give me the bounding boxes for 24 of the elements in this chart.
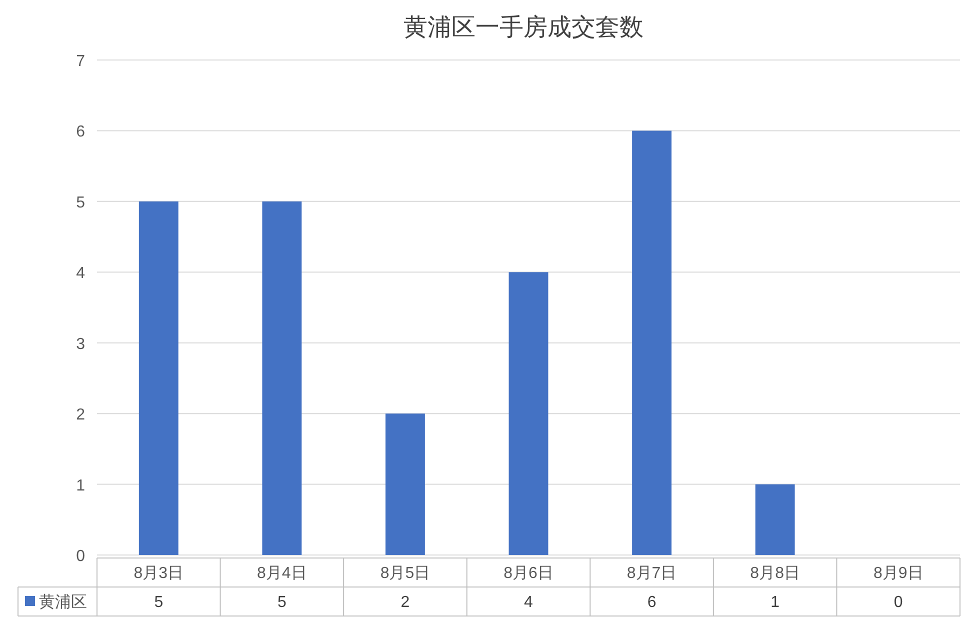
x-tick-label: 8月6日 <box>504 565 554 582</box>
data-label: 2 <box>400 594 410 611</box>
data-label: 5 <box>277 594 286 611</box>
x-tick-label: 8月9日 <box>873 565 924 582</box>
chart-title: 黄浦区一手房成交套数 <box>404 14 644 41</box>
y-tick-label: 5 <box>76 194 86 212</box>
y-tick-label: 0 <box>76 548 86 565</box>
data-label: 4 <box>524 594 534 611</box>
legend-label: 黄浦区 <box>39 593 87 611</box>
y-tick-label: 7 <box>76 53 86 70</box>
x-tick-label: 8月5日 <box>380 565 430 582</box>
x-tick-label: 8月7日 <box>626 565 677 582</box>
x-tick-label: 8月3日 <box>134 565 184 582</box>
data-label: 6 <box>647 594 656 611</box>
y-tick-label: 2 <box>76 406 86 424</box>
y-tick-label: 3 <box>76 336 86 353</box>
x-tick-label: 8月4日 <box>257 565 307 582</box>
data-label: 5 <box>154 594 164 611</box>
y-tick-label: 4 <box>76 265 86 282</box>
x-tick-label: 8月8日 <box>750 565 800 582</box>
data-label: 1 <box>770 594 780 611</box>
y-tick-label: 6 <box>76 124 86 141</box>
data-label: 0 <box>894 594 903 611</box>
y-tick-label: 1 <box>76 477 86 494</box>
